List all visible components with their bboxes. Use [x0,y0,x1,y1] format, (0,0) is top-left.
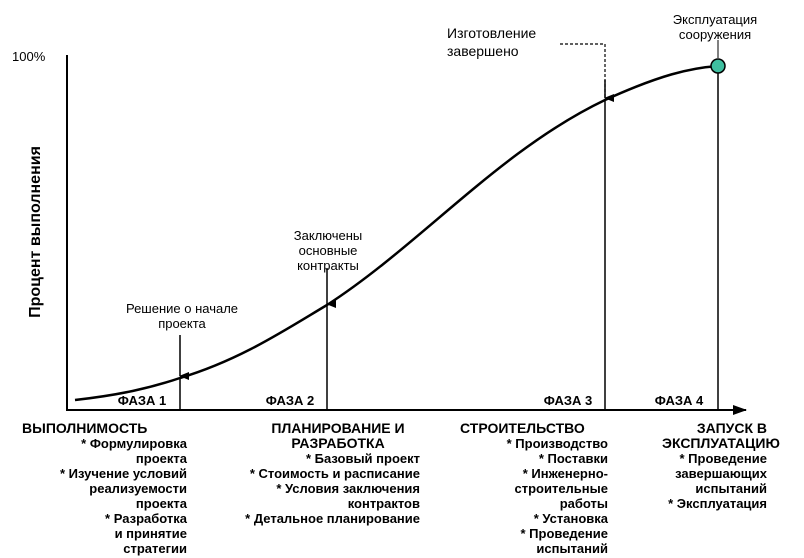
s-curve [74,64,719,402]
phase-item: * Разработка и принятие стратегии [105,511,187,556]
phase-item: * Стоимость и расписание [249,466,420,481]
phase-item: * Производство [506,436,608,451]
y-axis-label: Процент выполнения [27,146,44,318]
phase-item: * Условия заключения контрактов [276,481,420,511]
phase-item: * Проведение испытаний [520,526,608,556]
phase-column: ПЛАНИРОВАНИЕ И РАЗРАБОТКА * Базовый прое… [198,420,420,527]
phase-column: ЗАПУСК В ЭКСПЛУАТАЦИЮ * Проведение завер… [622,420,780,512]
phase-label: ФАЗА 1 [118,393,167,408]
phase-item: * Инженерно-строительные работы [514,466,608,511]
phase-label: ФАЗА 3 [544,393,593,408]
phase-item: * Поставки [538,451,608,466]
phase-heading: ВЫПОЛНИМОСТЬ [22,420,148,436]
phase-label: ФАЗА 2 [266,393,315,408]
y-top-label: 100% [12,49,46,64]
phase-heading: ПЛАНИРОВАНИЕ И РАЗРАБОТКА [271,420,405,451]
milestone-label: Эксплуатация сооружения [672,12,758,42]
phase-column: СТРОИТЕЛЬСТВО * Производство * Поставки … [460,420,608,557]
milestone-label: Решение о начале проекта [125,301,239,331]
phase-item: * Эксплуатация [668,496,767,511]
phase-heading: СТРОИТЕЛЬСТВО [460,420,585,436]
phase-item: * Детальное планирование [245,511,420,526]
phase-item: * Базовый проект [305,451,420,466]
phase-item: * Изучение условий реализуемости проекта [60,466,187,511]
phase-item: * Проведение завершающих испытаний [675,451,767,496]
milestone-label: Заключены основные контракты [293,228,363,273]
phase-item: * Формулировка проекта [81,436,187,466]
milestone-label: Изготовление завершено [447,25,537,59]
phase-item: * Установка [533,511,608,526]
phase-label: ФАЗА 4 [655,393,704,408]
phase-column: ВЫПОЛНИМОСТЬ * Формулировка проекта * Из… [22,420,187,557]
phase-heading: ЗАПУСК В ЭКСПЛУАТАЦИЮ [662,420,780,451]
completion-point [710,58,726,74]
